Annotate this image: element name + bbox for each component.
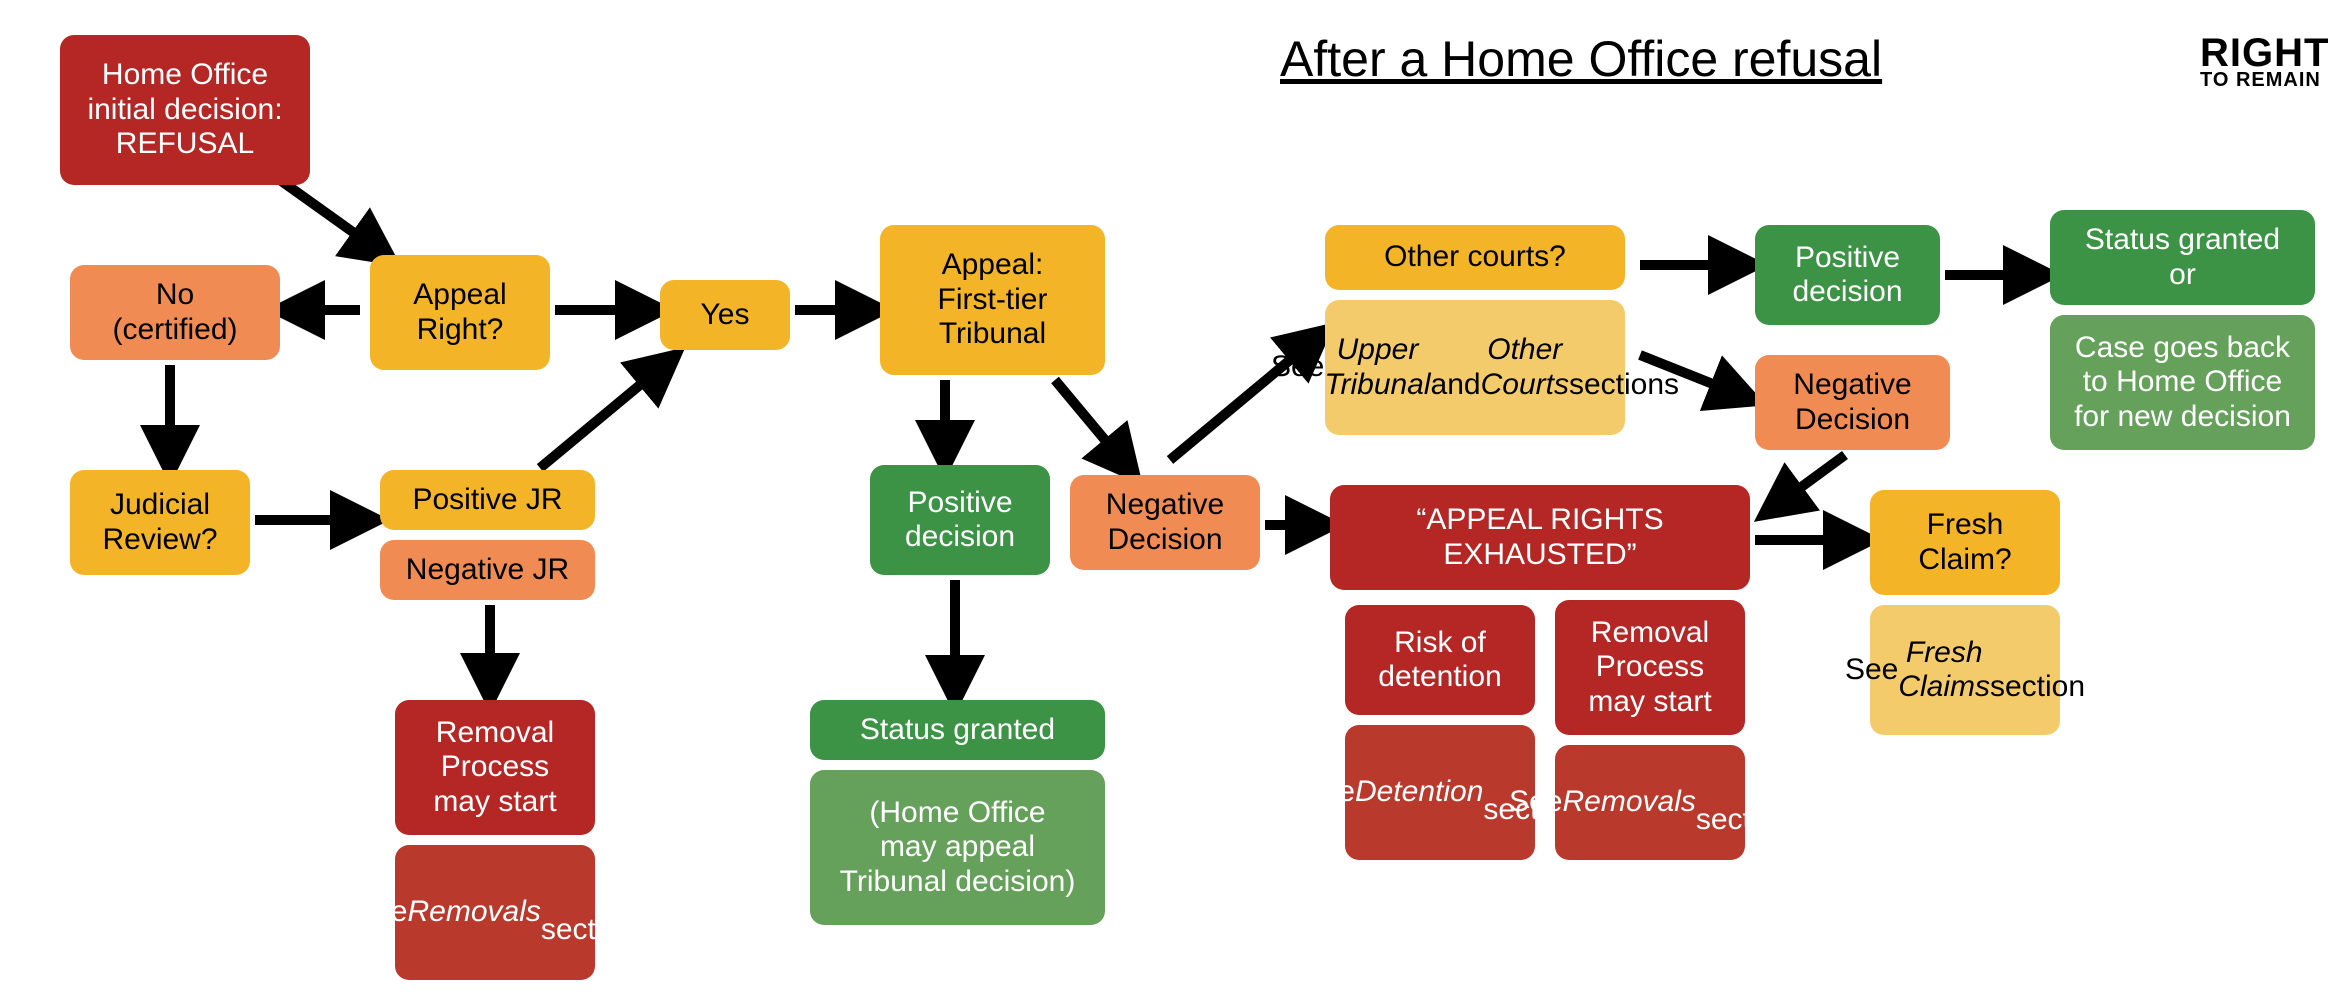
node-removal1_bot: SeeRemovalssection: [395, 845, 595, 980]
logo-line-1: RIGHT: [2200, 35, 2329, 71]
node-pos_dec1: Positivedecision: [870, 465, 1050, 575]
arrow: [540, 360, 670, 468]
node-removal1_top: RemovalProcessmay start: [395, 700, 595, 835]
node-risk_top: Risk ofdetention: [1345, 605, 1535, 715]
node-removal2_top: RemovalProcessmay start: [1555, 600, 1745, 735]
node-fresh_top: FreshClaim?: [1870, 490, 2060, 595]
node-other_courts: Other courts?: [1325, 225, 1625, 290]
arrow: [1055, 380, 1130, 470]
node-neg_dec1: NegativeDecision: [1070, 475, 1260, 570]
node-neg_jr: Negative JR: [380, 540, 595, 600]
node-appeal_right: AppealRight?: [370, 255, 550, 370]
node-other_courts_sub: See Upper Tribunaland Other Courtssectio…: [1325, 300, 1625, 435]
logo-right-to-remain: RIGHT TO REMAIN: [2200, 35, 2329, 89]
node-refusal: Home Officeinitial decision:REFUSAL: [60, 35, 310, 185]
node-risk_bot: SeeDetentionsection: [1345, 725, 1535, 860]
node-pos_dec2: Positivedecision: [1755, 225, 1940, 325]
chart-title: After a Home Office refusal: [1280, 30, 1882, 88]
arrow: [280, 180, 385, 255]
node-status2_bot: Case goes backto Home Officefor new deci…: [2050, 315, 2315, 450]
node-status2_top: Status grantedor: [2050, 210, 2315, 305]
flowchart-canvas: After a Home Office refusal RIGHT TO REM…: [0, 0, 2330, 1000]
node-first_tier: Appeal:First-tierTribunal: [880, 225, 1105, 375]
node-are: “APPEAL RIGHTSEXHAUSTED”: [1330, 485, 1750, 590]
arrow: [1770, 455, 1845, 510]
node-pos_jr: Positive JR: [380, 470, 595, 530]
node-judicial_review: JudicialReview?: [70, 470, 250, 575]
node-fresh_bot: SeeFresh Claimssection: [1870, 605, 2060, 735]
logo-line-2: TO REMAIN: [2200, 71, 2329, 89]
node-yes: Yes: [660, 280, 790, 350]
node-status1_bot: (Home Officemay appealTribunal decision): [810, 770, 1105, 925]
node-removal2_bot: SeeRemovalssection: [1555, 745, 1745, 860]
node-status1_top: Status granted: [810, 700, 1105, 760]
node-no_certified: No(certified): [70, 265, 280, 360]
node-neg_dec2: NegativeDecision: [1755, 355, 1950, 450]
